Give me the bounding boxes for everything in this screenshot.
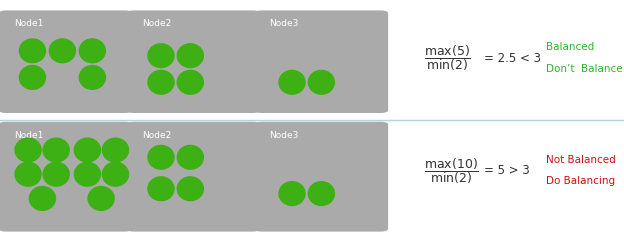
FancyBboxPatch shape — [0, 10, 132, 113]
Ellipse shape — [177, 145, 204, 170]
Text: = 2.5 < 3: = 2.5 < 3 — [484, 52, 540, 65]
Ellipse shape — [147, 145, 175, 170]
Text: Balanced: Balanced — [546, 42, 594, 52]
FancyBboxPatch shape — [0, 122, 132, 232]
Ellipse shape — [177, 176, 204, 201]
Ellipse shape — [147, 70, 175, 95]
Ellipse shape — [177, 43, 204, 68]
FancyBboxPatch shape — [255, 122, 388, 232]
FancyBboxPatch shape — [255, 10, 388, 113]
FancyBboxPatch shape — [127, 122, 260, 232]
Text: Don’t  Balance: Don’t Balance — [546, 64, 623, 74]
Ellipse shape — [102, 137, 129, 163]
Text: Node1: Node1 — [14, 19, 43, 28]
Ellipse shape — [49, 38, 76, 63]
Text: Not Balanced: Not Balanced — [546, 155, 616, 165]
FancyBboxPatch shape — [127, 10, 260, 113]
Ellipse shape — [79, 38, 106, 63]
Ellipse shape — [29, 186, 56, 211]
Ellipse shape — [308, 70, 335, 95]
Ellipse shape — [87, 186, 115, 211]
Ellipse shape — [19, 38, 46, 63]
Ellipse shape — [42, 162, 70, 187]
Ellipse shape — [177, 70, 204, 95]
Ellipse shape — [42, 137, 70, 163]
Text: Node2: Node2 — [142, 19, 171, 28]
Ellipse shape — [14, 137, 42, 163]
Text: = 5 > 3: = 5 > 3 — [484, 164, 529, 177]
Ellipse shape — [14, 162, 42, 187]
Ellipse shape — [74, 162, 101, 187]
Text: Node3: Node3 — [270, 131, 299, 140]
Text: $\dfrac{\mathrm{max(10)}}{\mathrm{min(2)}}$: $\dfrac{\mathrm{max(10)}}{\mathrm{min(2)… — [424, 156, 479, 186]
Ellipse shape — [147, 176, 175, 201]
Ellipse shape — [19, 65, 46, 90]
Text: $\dfrac{\mathrm{max(5)}}{\mathrm{min(2)}}$: $\dfrac{\mathrm{max(5)}}{\mathrm{min(2)}… — [424, 43, 471, 73]
Text: Node1: Node1 — [14, 131, 43, 140]
Ellipse shape — [278, 181, 306, 206]
Text: Do Balancing: Do Balancing — [546, 176, 615, 187]
Ellipse shape — [147, 43, 175, 68]
Ellipse shape — [74, 137, 101, 163]
Text: Node2: Node2 — [142, 131, 171, 140]
Ellipse shape — [278, 70, 306, 95]
Text: Node3: Node3 — [270, 19, 299, 28]
Ellipse shape — [102, 162, 129, 187]
Ellipse shape — [308, 181, 335, 206]
Ellipse shape — [79, 65, 106, 90]
